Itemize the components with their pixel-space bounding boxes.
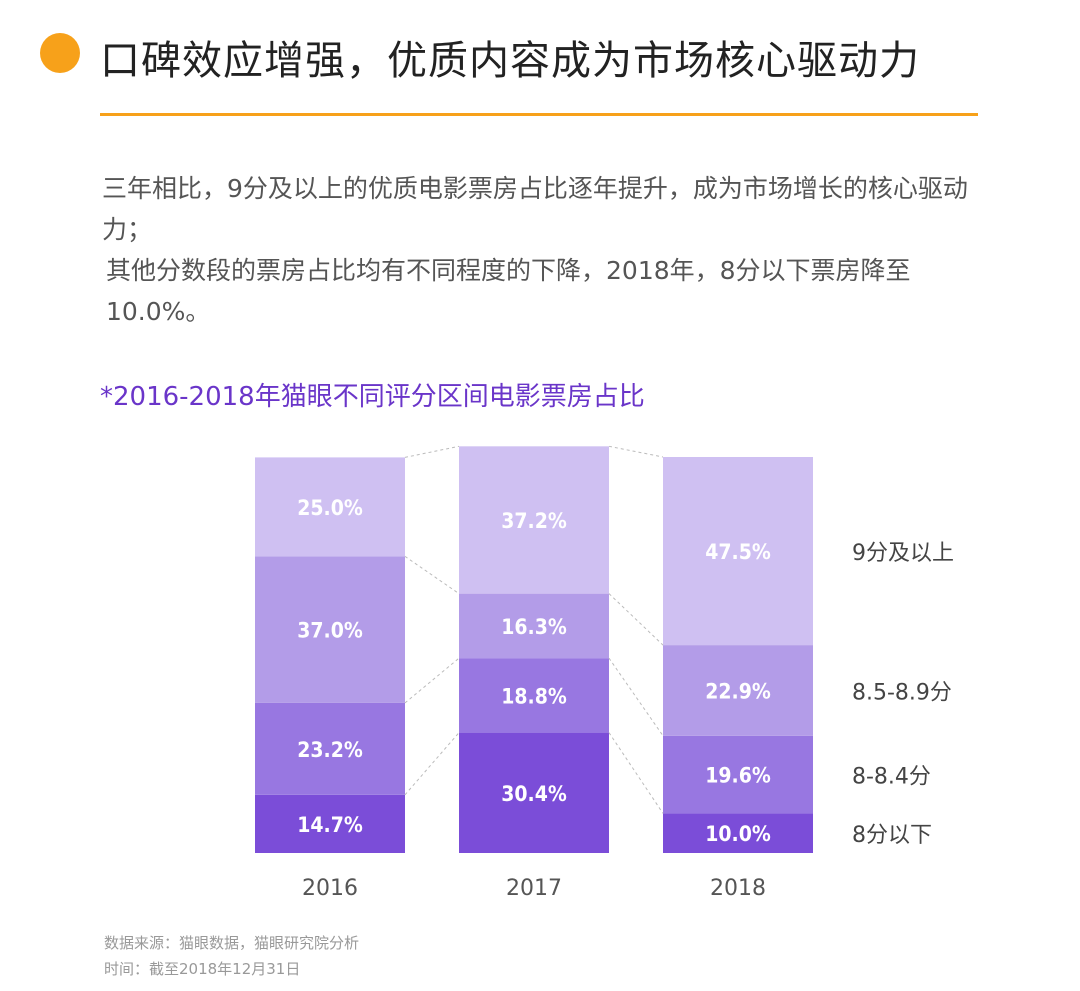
- x-tick-label: 2018: [710, 876, 766, 901]
- bar-segment: [459, 732, 609, 853]
- bar-segment: [459, 593, 609, 659]
- data-label: 14.7%: [297, 813, 363, 837]
- x-tick-label: 2017: [506, 876, 562, 901]
- data-label: 23.2%: [297, 738, 363, 762]
- bar-segment: [459, 658, 609, 733]
- bar-segment: [459, 446, 609, 594]
- data-label: 47.5%: [705, 540, 771, 564]
- bar-segment: [255, 556, 405, 703]
- bar-segment: [255, 794, 405, 853]
- data-label: 30.4%: [501, 782, 567, 806]
- data-label: 37.0%: [297, 619, 363, 643]
- connector-line: [404, 732, 460, 796]
- connector-line: [608, 732, 664, 814]
- data-label: 18.8%: [501, 684, 567, 708]
- description-line: 其他分数段的票房占比均有不同程度的下降，2018年，8分以下票房降至10.0%。: [106, 256, 911, 326]
- legend-label: 8分以下: [852, 823, 932, 848]
- legend-label: 8.5-8.9分: [852, 680, 952, 705]
- x-tick-label: 2016: [302, 876, 358, 901]
- data-label: 10.0%: [705, 822, 771, 846]
- connector-line: [608, 445, 664, 458]
- title-divider: [100, 113, 978, 116]
- bar-segment: [663, 813, 813, 853]
- bar-segment: [255, 702, 405, 795]
- connector-line: [608, 593, 664, 646]
- data-label: 37.2%: [501, 509, 567, 533]
- legend-label: 9分及以上: [852, 541, 954, 566]
- bar-segment: [663, 457, 813, 646]
- data-label: 22.9%: [705, 679, 771, 703]
- data-label: 19.6%: [705, 764, 771, 788]
- data-label: 16.3%: [501, 615, 567, 639]
- bar-segment: [663, 645, 813, 736]
- connector-line: [404, 657, 460, 704]
- data-label: 25.0%: [297, 496, 363, 520]
- connector-line: [404, 555, 460, 595]
- bar-segment: [663, 735, 813, 814]
- chart-title: *2016-2018年猫眼不同评分区间电影票房占比: [100, 382, 645, 412]
- data-time: 时间：截至2018年12月31日: [104, 960, 301, 978]
- description-line: 三年相比，9分及以上的优质电影票房占比逐年提升，成为市场增长的核心驱动力；: [102, 174, 968, 244]
- connector-line: [608, 657, 664, 737]
- page-title: 口碑效应增强，优质内容成为市场核心驱动力: [100, 38, 920, 84]
- title-bullet-icon: [40, 33, 80, 73]
- bar-segment: [255, 457, 405, 557]
- description: 三年相比，9分及以上的优质电影票房占比逐年提升，成为市场增长的核心驱动力； 其他…: [102, 168, 982, 332]
- legend-label: 8-8.4分: [852, 765, 931, 790]
- connector-line: [404, 445, 460, 458]
- data-source: 数据来源：猫眼数据，猫眼研究院分析: [104, 934, 360, 952]
